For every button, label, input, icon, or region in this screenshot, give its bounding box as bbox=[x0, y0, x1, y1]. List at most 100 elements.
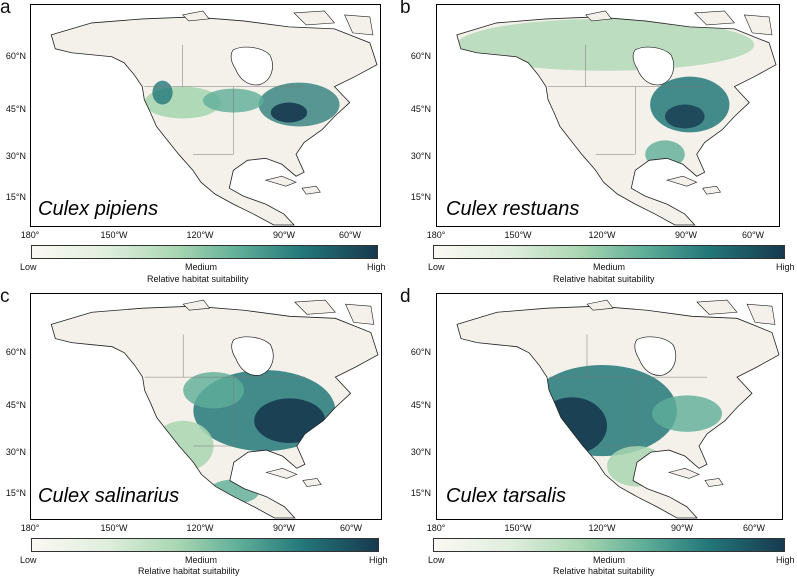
island bbox=[294, 299, 336, 315]
colorbar bbox=[31, 245, 378, 259]
lon-label: 180° bbox=[426, 523, 446, 533]
island bbox=[302, 478, 322, 487]
map-frame bbox=[30, 293, 382, 520]
lon-label: 60°W bbox=[338, 230, 362, 240]
island bbox=[182, 10, 210, 22]
suitability-zone bbox=[537, 397, 607, 455]
lon-label: 90°W bbox=[670, 523, 694, 533]
suitability-zone bbox=[607, 446, 667, 487]
colorbar-high: High bbox=[776, 262, 795, 272]
island bbox=[301, 185, 321, 195]
lat-label: 45°N bbox=[410, 104, 431, 114]
north-america-map bbox=[456, 299, 780, 519]
north-america-map bbox=[50, 299, 379, 519]
lat-label: 15°N bbox=[410, 192, 431, 202]
map-frame bbox=[436, 293, 783, 520]
suitability-zone bbox=[254, 398, 326, 443]
island bbox=[265, 468, 298, 479]
island bbox=[702, 185, 722, 195]
coastline bbox=[50, 305, 379, 519]
island bbox=[694, 10, 735, 26]
panel-a: a 60°N 45°N 30°N 15°N 180° 150°W 120°W 9… bbox=[0, 0, 398, 288]
panel-c: c 60°N 45°N 30°N 15°N 180° 150°W 120°W 9… bbox=[0, 286, 398, 577]
colorbar-low: Low bbox=[20, 262, 37, 272]
lat-label: 60°N bbox=[410, 347, 431, 357]
coastline bbox=[50, 16, 378, 226]
map-frame bbox=[30, 4, 381, 227]
colorbar-high: High bbox=[369, 555, 388, 565]
colorbar-medium: Medium bbox=[185, 555, 218, 565]
island bbox=[264, 175, 297, 187]
lat-label: 45°N bbox=[5, 104, 26, 114]
suitability-zone bbox=[152, 80, 173, 105]
hudson-bay bbox=[632, 46, 674, 86]
colorbar-title: Relative habitat suitability bbox=[147, 274, 249, 284]
lat-label: 30°N bbox=[5, 151, 26, 161]
colorbar-medium: Medium bbox=[185, 262, 218, 272]
lon-label: 120°W bbox=[186, 230, 214, 240]
panel-letter: a bbox=[0, 0, 11, 18]
panel-letter: c bbox=[0, 286, 10, 307]
island bbox=[585, 10, 613, 22]
lon-label: 60°W bbox=[742, 523, 766, 533]
land-mass bbox=[51, 16, 377, 226]
lat-label: 15°N bbox=[410, 488, 431, 498]
north-america-map bbox=[50, 10, 378, 226]
colorbar-low: Low bbox=[428, 555, 445, 565]
lon-label: 180° bbox=[20, 523, 40, 533]
island bbox=[704, 478, 724, 487]
coastline bbox=[456, 16, 777, 226]
lon-label: 150°W bbox=[504, 230, 532, 240]
lat-label: 30°N bbox=[410, 151, 431, 161]
colorbar-low: Low bbox=[20, 555, 37, 565]
colorbar-high: High bbox=[776, 555, 795, 565]
coastline bbox=[456, 305, 780, 519]
lat-label: 30°N bbox=[5, 447, 26, 457]
land-mass bbox=[456, 16, 777, 226]
lon-label: 120°W bbox=[186, 523, 214, 533]
species-name: Culex pipiens bbox=[38, 198, 159, 220]
panel-letter: d bbox=[400, 286, 411, 307]
species-name: Culex salinarius bbox=[38, 485, 180, 507]
colorbar-title: Relative habitat suitability bbox=[553, 566, 655, 576]
colorbar-medium: Medium bbox=[593, 262, 626, 272]
panel-b: b 60°N 45°N 30°N 15°N 180° 150°W 120°W 9… bbox=[398, 0, 796, 288]
lat-label: 60°N bbox=[5, 347, 26, 357]
island bbox=[746, 303, 776, 325]
colorbar-title: Relative habitat suitability bbox=[138, 566, 240, 576]
lon-label: 150°W bbox=[100, 230, 128, 240]
lon-label: 90°W bbox=[272, 230, 296, 240]
island bbox=[345, 303, 375, 325]
species-name: Culex tarsalis bbox=[446, 485, 567, 507]
colorbar-title: Relative habitat suitability bbox=[553, 274, 655, 284]
suitability-zone bbox=[456, 18, 755, 71]
lat-label: 15°N bbox=[5, 488, 26, 498]
suitability-zone bbox=[652, 395, 722, 432]
suitability-zone bbox=[270, 102, 308, 123]
colorbar bbox=[433, 245, 785, 259]
suitability-zone bbox=[183, 372, 245, 409]
lat-label: 60°N bbox=[5, 51, 26, 61]
panel-letter: b bbox=[400, 0, 411, 18]
colorbar bbox=[31, 538, 379, 552]
lon-label: 120°W bbox=[588, 230, 616, 240]
colorbar bbox=[433, 538, 785, 552]
hudson-bay bbox=[230, 46, 273, 86]
lon-label: 180° bbox=[20, 230, 40, 240]
island bbox=[667, 468, 700, 479]
island bbox=[344, 14, 374, 36]
lon-label: 150°W bbox=[504, 523, 532, 533]
island bbox=[665, 175, 698, 187]
panel-d: d 60°N 45°N 30°N 15°N 180° 150°W 120°W 9… bbox=[398, 286, 796, 577]
lat-label: 30°N bbox=[410, 447, 431, 457]
north-america-map bbox=[456, 10, 777, 226]
lon-label: 90°W bbox=[674, 230, 698, 240]
lat-label: 45°N bbox=[410, 400, 431, 410]
island bbox=[586, 299, 614, 311]
lon-label: 60°W bbox=[741, 230, 765, 240]
suitability-zone bbox=[645, 140, 685, 169]
island bbox=[743, 14, 773, 36]
hudson-bay bbox=[634, 336, 677, 376]
colorbar-high: High bbox=[367, 262, 386, 272]
lat-label: 15°N bbox=[5, 192, 26, 202]
